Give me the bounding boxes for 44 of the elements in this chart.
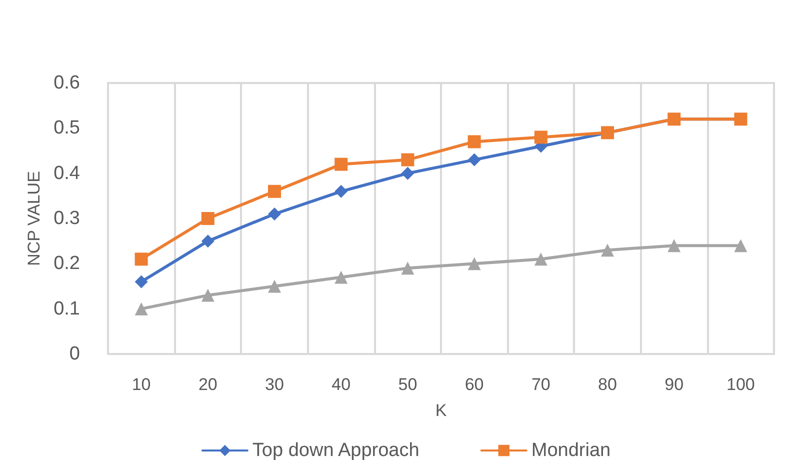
legend-label: Mondrian	[531, 440, 611, 461]
point	[334, 158, 348, 171]
y-tick-label: 0.4	[54, 162, 80, 184]
y-tick-label: 0.3	[54, 208, 80, 229]
point	[534, 252, 548, 266]
point	[468, 153, 481, 166]
x-tick-label: 60	[464, 375, 484, 394]
x-tick-label: 90	[664, 375, 684, 394]
x-tick-label: 50	[398, 375, 418, 394]
point	[201, 234, 214, 248]
point	[401, 166, 414, 180]
x-tick-label: 30	[265, 375, 284, 394]
point	[134, 302, 148, 316]
point	[134, 275, 148, 288]
y-tick-label: 0	[69, 344, 80, 364]
y-axis-title: NCP VALUE	[24, 171, 44, 266]
point	[134, 252, 148, 266]
y-tick-label: 0.6	[54, 72, 80, 94]
x-tick-label: 70	[531, 375, 550, 394]
y-tick-label: 0.5	[54, 118, 80, 139]
point	[668, 239, 681, 252]
point	[201, 212, 214, 225]
x-tick-label: 10	[132, 375, 151, 394]
point	[334, 184, 348, 198]
y-tick-label: 0.2	[54, 253, 80, 274]
point	[534, 130, 548, 144]
point	[268, 207, 281, 220]
point	[601, 244, 614, 257]
x-tick-label: 100	[726, 375, 755, 394]
legend-label: Top down Approach	[252, 440, 420, 461]
x-tick-label: 80	[598, 375, 617, 394]
point	[201, 288, 214, 302]
point	[268, 184, 281, 198]
point	[401, 153, 414, 166]
point	[401, 262, 414, 275]
x-tick-label: 20	[198, 375, 218, 394]
point	[734, 239, 748, 252]
y-tick-label: 0.1	[54, 298, 80, 320]
point	[268, 280, 281, 293]
x-axis-title: K	[435, 401, 448, 420]
point	[334, 270, 348, 284]
x-tick-label: 40	[332, 375, 351, 394]
point	[468, 257, 481, 270]
point	[468, 135, 481, 148]
